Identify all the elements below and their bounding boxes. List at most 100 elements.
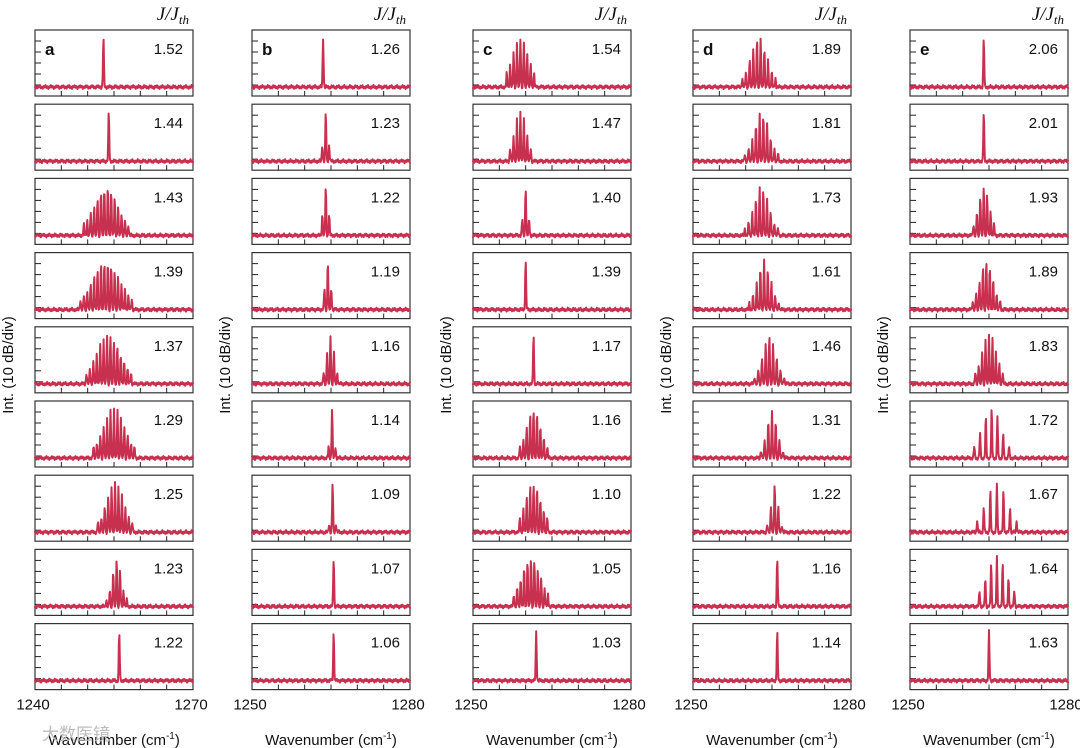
panel-letter: d (703, 40, 713, 59)
spectrum-trace (472, 485, 632, 536)
spectrum-trace (472, 38, 632, 90)
x-tick-label-min: 1250 (674, 697, 707, 714)
j-ratio-label: 1.23 (154, 560, 183, 577)
x-tick-label-max: 1280 (391, 697, 424, 714)
j-ratio-label: 2.06 (1029, 41, 1058, 58)
j-ratio-label: 1.14 (812, 635, 841, 652)
panel-d: J/Jth 1.89 d 1.81 1.73 1.61 1.46 1.31 1.22 1.16 1.… (674, 4, 865, 748)
subplot: 1.16 (692, 548, 852, 617)
subplot: 1.54 c (472, 29, 632, 97)
panel-e: J/Jth 2.06 e 2.01 1.93 1.89 1.83 1.72 1.67 1.64 1.… (891, 4, 1080, 748)
j-ratio-label: 1.93 (1029, 189, 1058, 206)
spectrum-trace (251, 335, 411, 387)
x-tick-label-min: 1240 (16, 697, 49, 714)
spectrum-trace (692, 37, 852, 90)
spectrum-trace (34, 265, 194, 313)
subplot: 1.43 (34, 177, 194, 245)
subplot: 1.23 (34, 548, 194, 617)
j-ratio-label: 1.23 (371, 115, 400, 132)
subplot: 1.23 (251, 103, 411, 171)
subplot: 1.17 (472, 326, 632, 394)
j-ratio-label: 1.46 (812, 338, 841, 355)
spectrum-trace (909, 39, 1069, 90)
x-axis-label: Wavenumber (cm-1) (923, 731, 1055, 748)
j-ratio-label: 1.22 (812, 486, 841, 503)
subplot: 1.26 b (251, 29, 411, 97)
subplot: 1.16 (472, 400, 632, 468)
subplot: 1.93 (909, 177, 1069, 245)
spectrum-trace (909, 555, 1069, 610)
x-axis-label: Wavenumber (cm-1) (486, 731, 618, 748)
panel-title: J/Jth (815, 4, 847, 27)
panel-title: J/Jth (595, 4, 627, 27)
spectrum-trace (34, 190, 194, 239)
spectrum-trace (34, 38, 194, 90)
spectrum-trace (251, 265, 411, 313)
panel-group: J/Jth 1.52 a 1.44 1.43 1.39 1.37 1.29 1.25 1.23 1.… (16, 4, 1080, 748)
y-axis-label: Int. (10 dB/div) (217, 316, 234, 414)
x-tick-label-min: 1250 (891, 697, 924, 714)
subplot: 1.14 (692, 622, 852, 691)
j-ratio-label: 1.63 (1029, 635, 1058, 652)
j-ratio-label: 1.06 (371, 635, 400, 652)
subplot: 1.22 (692, 474, 852, 542)
spectrum-trace (909, 187, 1069, 239)
j-ratio-label: 1.16 (371, 338, 400, 355)
j-ratio-label: 1.67 (1029, 486, 1058, 503)
subplot: 1.44 (34, 103, 194, 171)
subplot: 1.46 (692, 326, 852, 394)
subplot: 1.83 (909, 326, 1069, 394)
j-ratio-label: 1.03 (592, 635, 621, 652)
subplot: 1.39 (34, 252, 194, 320)
j-ratio-label: 1.37 (154, 338, 183, 355)
subplot: 1.52 a (34, 29, 194, 97)
j-ratio-label: 1.64 (1029, 560, 1058, 577)
subplot: 1.39 (472, 252, 632, 320)
spectrum-trace (692, 337, 852, 387)
panel-a: J/Jth 1.52 a 1.44 1.43 1.39 1.37 1.29 1.25 1.23 1.… (16, 4, 207, 748)
spectrum-trace (909, 114, 1069, 165)
spectrum-trace (692, 112, 852, 165)
subplot: 1.89 d (692, 29, 852, 97)
x-tick-label-min: 1250 (233, 697, 266, 714)
subplot: 1.37 (34, 326, 194, 394)
spectrum-trace (34, 560, 194, 610)
spectrum-trace (472, 110, 632, 165)
panel-b: J/Jth 1.26 b 1.23 1.22 1.19 1.16 1.14 1.09 1.07 1.… (233, 4, 424, 748)
spectrum-trace (251, 113, 411, 165)
watermark-text: 大数医镜 (42, 725, 110, 744)
j-ratio-label: 1.09 (371, 486, 400, 503)
x-tick-label-max: 1280 (832, 697, 865, 714)
subplot: 1.09 (251, 474, 411, 542)
subplot: 1.22 (251, 177, 411, 245)
j-ratio-label: 1.29 (154, 412, 183, 429)
subplot: 1.10 (472, 474, 632, 542)
j-ratio-label: 1.81 (812, 115, 841, 132)
subplot: 1.63 (909, 622, 1069, 691)
subplot: 1.67 (909, 474, 1069, 542)
subplot: 1.81 (692, 103, 852, 171)
panel-letter: c (483, 40, 492, 59)
subplot: 1.14 (251, 400, 411, 468)
spectrum-trace (34, 481, 194, 536)
subplot: 2.01 (909, 103, 1069, 171)
spectrum-trace (34, 112, 194, 165)
spectrum-trace (251, 188, 411, 239)
subplot: 1.06 (251, 622, 411, 691)
j-ratio-label: 1.61 (812, 264, 841, 281)
j-ratio-label: 1.47 (592, 115, 621, 132)
x-tick-label-max: 1280 (612, 697, 645, 714)
subplot: 1.47 (472, 103, 632, 171)
subplot: 1.25 (34, 474, 194, 542)
y-axis-label: Int. (10 dB/div) (438, 316, 455, 414)
subplot: 1.72 (909, 400, 1069, 468)
j-ratio-label: 1.54 (592, 41, 621, 58)
j-ratio-label: 1.72 (1029, 412, 1058, 429)
y-axis-labels: Int. (10 dB/div) Int. (10 dB/div) Int. (10… (0, 316, 892, 414)
subplot: 1.64 (909, 548, 1069, 617)
spectrum-trace (472, 261, 632, 313)
spectrum-trace (909, 629, 1069, 684)
j-ratio-label: 1.39 (592, 264, 621, 281)
subplot: 2.06 e (909, 29, 1069, 97)
subplot: 1.31 (692, 400, 852, 468)
